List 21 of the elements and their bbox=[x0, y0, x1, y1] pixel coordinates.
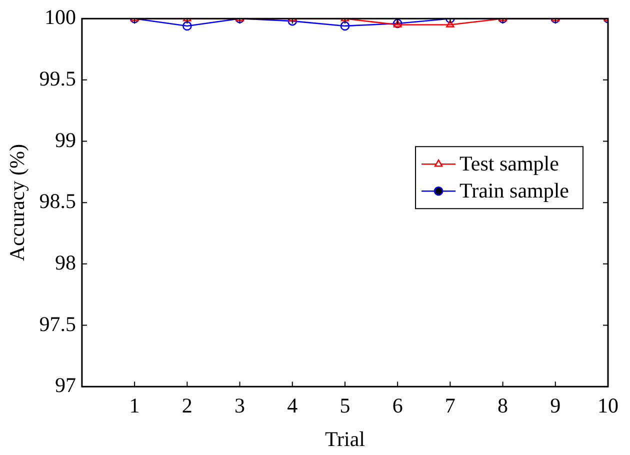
x-tick-label: 3 bbox=[234, 394, 246, 418]
x-tick-label: 1 bbox=[129, 394, 140, 418]
x-tick-label: 8 bbox=[498, 394, 508, 418]
y-tick-label: 100 bbox=[44, 5, 76, 30]
x-tick-label: 10 bbox=[598, 394, 618, 418]
legend-label: Test sample bbox=[460, 152, 559, 176]
x-tick-label: 6 bbox=[392, 394, 403, 418]
y-tick-label: 98.5 bbox=[39, 189, 76, 214]
y-tick-label: 99 bbox=[54, 128, 76, 152]
y-tick-label: 99.5 bbox=[39, 66, 76, 90]
y-tick-label: 97 bbox=[54, 373, 76, 398]
x-tick-label: 4 bbox=[287, 394, 298, 418]
y-tick-label: 97.5 bbox=[39, 312, 76, 336]
y-axis-title: Accuracy (%) bbox=[5, 144, 30, 262]
x-tick-label: 2 bbox=[182, 394, 192, 418]
x-axis-title: Trial bbox=[324, 426, 366, 451]
y-tick-label: 98 bbox=[54, 250, 76, 274]
x-tick-label: 9 bbox=[550, 394, 561, 418]
x-tick-label: 7 bbox=[444, 394, 456, 418]
x-tick-label: 5 bbox=[340, 394, 350, 418]
legend-label: Train sample bbox=[460, 178, 570, 203]
